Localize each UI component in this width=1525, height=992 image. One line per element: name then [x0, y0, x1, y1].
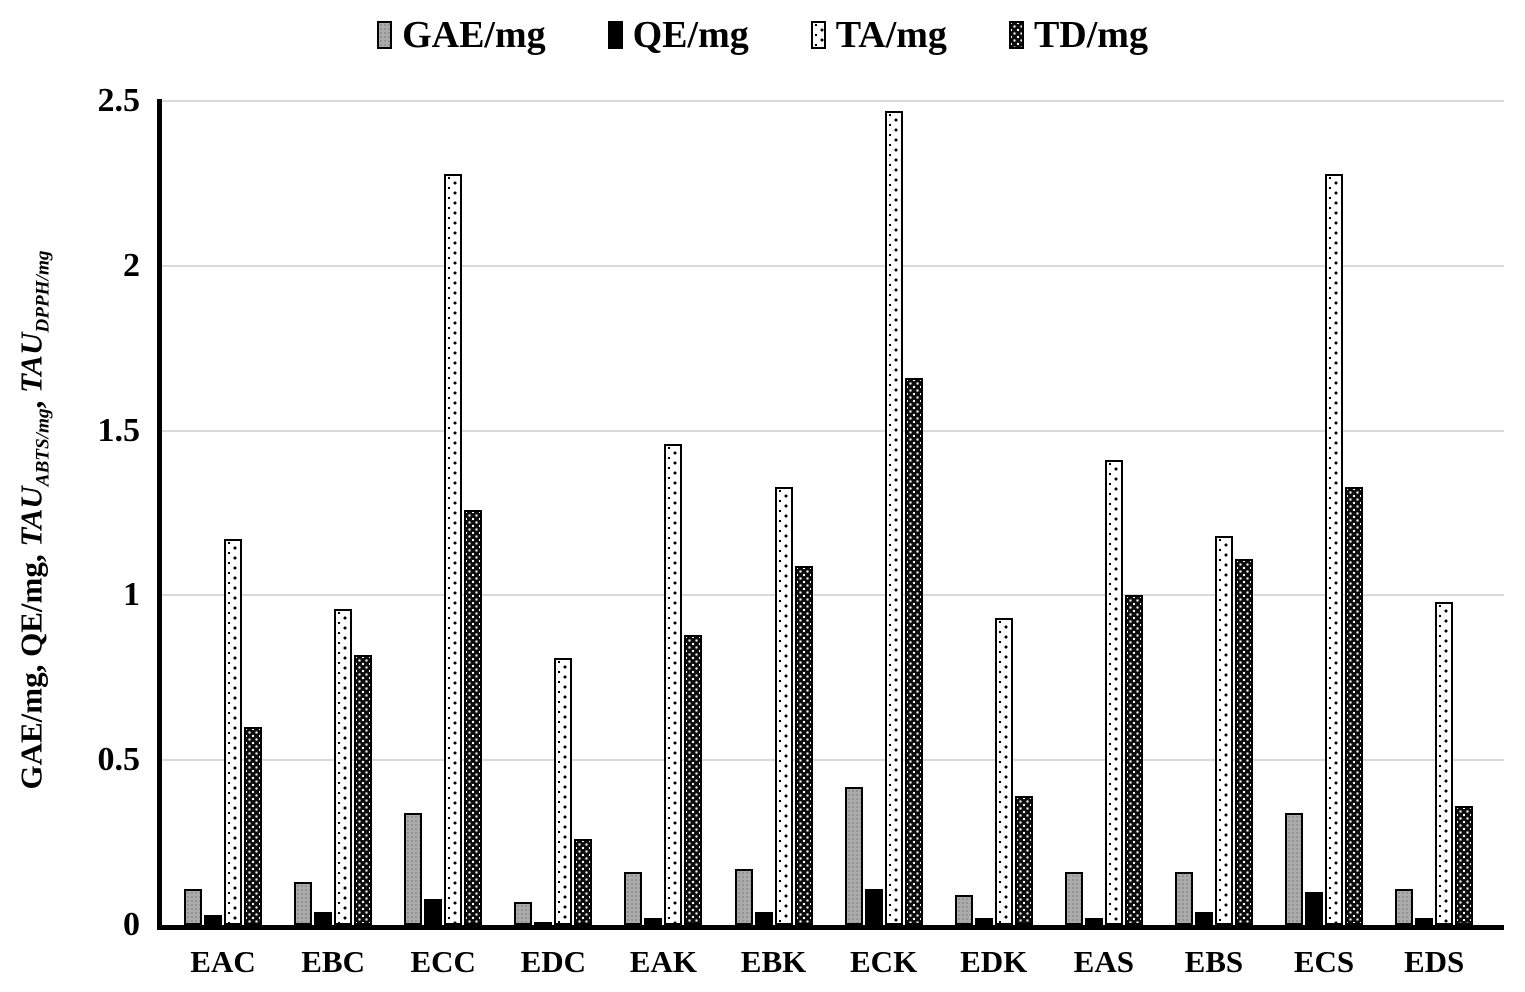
bar-td-mg-eak [684, 634, 703, 925]
bar-gae-mg-ecc [404, 812, 423, 925]
bar-td-mg-eck [904, 377, 923, 925]
legend-item-gae-mg: GAE/mg [377, 16, 546, 54]
bar-ta-mg-edk [994, 618, 1013, 925]
legend-item-td-mg: TD/mg [1008, 14, 1148, 56]
bar-ta-mg-ecs [1325, 173, 1343, 925]
bar-td-mg-ecs [1345, 486, 1363, 925]
bar-gae-mg-edk [954, 895, 973, 925]
legend-label-gae-mg: GAE/mg [402, 14, 546, 56]
x-axis-label-ecs: ECS [1293, 944, 1355, 979]
x-axis-label-ebc: EBC [301, 944, 365, 979]
y-axis-title: GAE/mg, QE/mg, TAUABTS/mg, TAUDPPH/mg [13, 251, 54, 790]
bar-gae-mg-eak [624, 872, 643, 925]
gridline-0.5 [162, 759, 1504, 762]
x-axis-label-eac: EAC [190, 944, 256, 979]
legend-label-td-mg: TD/mg [1033, 14, 1148, 56]
x-axis-label-ebs: EBS [1184, 944, 1244, 979]
x-axis-label-eas: EAS [1073, 944, 1134, 979]
x-axis-label-eak: EAK [629, 944, 697, 979]
bar-qe-mg-eck [864, 888, 883, 925]
bar-gae-mg-ebk [734, 868, 753, 925]
bar-ta-mg-eac [224, 539, 242, 925]
bar-qe-mg-ebk [754, 911, 773, 925]
bar-ta-mg-eak [664, 443, 683, 925]
x-axis-label-ecc: ECC [410, 944, 476, 979]
y-tick-label-1: 1 [123, 576, 140, 614]
bar-td-mg-ebs [1234, 559, 1253, 925]
bar-qe-mg-edc [534, 921, 553, 926]
bar-qe-mg-ecc [424, 898, 443, 925]
legend-item-qe-mg: QE/mg [607, 14, 749, 56]
chart-legend: GAE/mg QE/mg TA/mg TD/mg [0, 16, 1525, 54]
bar-ta-mg-ebc [334, 608, 353, 925]
bar-td-mg-eac [244, 727, 262, 925]
gridline-2 [162, 264, 1504, 267]
bar-qe-mg-ebs [1194, 911, 1213, 925]
legend-marker-qe-mg-icon [607, 21, 623, 49]
y-axis-title-part-3: , [13, 392, 49, 409]
x-axis-line [157, 925, 1504, 930]
bar-ta-mg-ebk [774, 486, 793, 925]
y-tick-label-0: 0 [123, 906, 140, 943]
legend-marker-td-mg-icon [1008, 21, 1024, 49]
bar-qe-mg-edk [974, 918, 993, 925]
bar-td-mg-ebc [354, 654, 373, 925]
x-axis-label-eck: ECK [850, 944, 918, 979]
bar-qe-mg-eds [1415, 918, 1434, 925]
y-axis-line [157, 99, 162, 930]
bar-gae-mg-eds [1395, 888, 1414, 925]
bar-ta-mg-eds [1435, 601, 1454, 925]
bar-gae-mg-eac [184, 888, 202, 925]
legend-marker-gae-mg-icon [377, 21, 393, 49]
bar-gae-mg-edc [514, 901, 533, 925]
bar-gae-mg-ebs [1174, 872, 1193, 925]
bar-ta-mg-eas [1104, 460, 1123, 925]
bar-ta-mg-edc [554, 658, 573, 925]
bar-td-mg-edk [1014, 796, 1033, 925]
bar-gae-mg-eck [844, 786, 863, 925]
bar-qe-mg-ebc [314, 911, 333, 925]
x-axis-label-edk: EDK [960, 944, 1028, 979]
y-tick-label-2: 2 [123, 246, 140, 284]
y-axis-title-part-1: TAU [13, 486, 49, 547]
y-axis-title-part-4: TAU [13, 332, 49, 393]
y-tick-label-0.5: 0.5 [97, 741, 141, 779]
bar-qe-mg-eac [204, 915, 222, 925]
bar-td-mg-edc [574, 839, 593, 925]
x-axis-label-edc: EDC [520, 944, 587, 979]
bar-gae-mg-eas [1064, 872, 1083, 925]
gridline-2.5 [162, 100, 1504, 102]
bar-qe-mg-eas [1084, 918, 1103, 925]
bar-ta-mg-ecc [444, 173, 463, 925]
gridline-1 [162, 594, 1504, 597]
bar-td-mg-ecc [464, 509, 483, 925]
bar-td-mg-eds [1455, 806, 1474, 925]
y-tick-label-2.5: 2.5 [97, 82, 141, 119]
legend-marker-ta-mg-icon [810, 21, 826, 49]
bar-gae-mg-ebc [294, 882, 313, 925]
y-tick-label-1.5: 1.5 [97, 411, 141, 449]
x-axis-label-eds: EDS [1403, 944, 1465, 979]
bar-qe-mg-ecs [1305, 892, 1323, 925]
bar-qe-mg-eak [644, 918, 663, 925]
legend-label-qe-mg: QE/mg [632, 14, 749, 56]
legend-label-ta-mg: TA/mg [835, 14, 947, 56]
legend-item-ta-mg: TA/mg [810, 14, 947, 56]
bar-ta-mg-ebs [1214, 536, 1233, 925]
bar-td-mg-ebk [794, 565, 813, 925]
bar-gae-mg-ecs [1285, 812, 1303, 925]
x-axis-label-ebk: EBK [740, 944, 807, 979]
bar-ta-mg-eck [884, 110, 903, 925]
gridline-1.5 [162, 429, 1504, 432]
bar-td-mg-eas [1124, 595, 1143, 925]
